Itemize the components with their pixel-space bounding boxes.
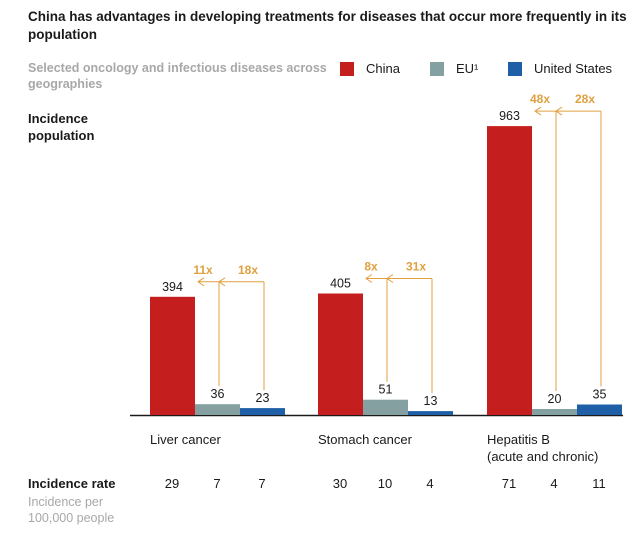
multiplier-arrowhead-1-eu	[197, 277, 205, 287]
bar-1-series-1	[150, 296, 195, 415]
bar-3-series-3	[577, 404, 622, 415]
bar-3-series-1	[487, 126, 532, 415]
bar-1-series-2	[195, 404, 240, 415]
legend-label-china: China	[366, 61, 400, 76]
bar-2-series-1	[318, 293, 363, 415]
legend-item-us: United States	[508, 61, 612, 76]
bar-3-series-2	[532, 409, 577, 415]
bar-1-series-3	[240, 408, 285, 415]
legend-label-us: United States	[534, 61, 613, 76]
legend-item-china: China	[340, 61, 400, 76]
incidence-rate-value-2-1: 30	[332, 476, 348, 491]
multiplier-us-label-3: 28x	[575, 92, 595, 106]
category-label-line: Hepatitis B	[487, 432, 550, 447]
incidence-rate-value-2-3: 4	[426, 476, 434, 491]
multiplier-eu-label-1: 11x	[193, 263, 213, 277]
multiplier-us-label-1: 18x	[238, 263, 258, 277]
incidence-rate-value-3-1: 71	[501, 476, 517, 491]
value-label-2-3: 13	[424, 394, 438, 408]
multiplier-us-label-2: 31x	[406, 260, 426, 274]
value-label-2-1: 405	[330, 277, 351, 291]
value-label-2-2: 51	[379, 383, 393, 397]
value-label-1-2: 36	[211, 387, 225, 401]
value-label-3-3: 35	[593, 388, 607, 402]
bar-2-series-3	[408, 411, 453, 415]
category-label-1: Liver cancer	[150, 431, 221, 448]
value-label-1-1: 394	[162, 280, 183, 294]
multiplier-eu-label-3: 48x	[530, 92, 550, 106]
value-label-1-3: 23	[256, 391, 270, 405]
category-label-3: Hepatitis B (acute and chronic)	[487, 431, 598, 465]
incidence-rate-value-1-3: 7	[258, 476, 266, 491]
legend: China EU¹ United States	[340, 61, 630, 77]
category-label-2: Stomach cancer	[318, 431, 412, 448]
legend-label-eu: EU¹	[456, 61, 479, 76]
incidence-rate-value-2-2: 10	[377, 476, 393, 491]
multiplier-arrowhead-2-eu	[365, 274, 373, 283]
multiplier-arrowhead-3-us	[555, 106, 563, 116]
incidence-rate-value-3-3: 11	[592, 476, 606, 491]
incidence-rate-value-3-2: 4	[550, 476, 558, 491]
chart-title: China has advantages in developing treat…	[28, 9, 627, 42]
incidence-rate-value-1-2: 7	[213, 476, 221, 491]
multiplier-arrowhead-2-us	[386, 274, 394, 283]
incidence-rate-sublabel: Incidence per 100,000 people	[28, 495, 115, 525]
bar-2-series-2	[363, 399, 408, 415]
legend-swatch-us	[508, 61, 522, 76]
incidence-rate-value-1-1: 29	[164, 476, 180, 491]
y-axis-label: Incidence population	[28, 111, 95, 143]
chart-subtitle: Selected oncology and infectious disease…	[28, 61, 327, 91]
category-label-line: (acute and chronic)	[487, 449, 599, 464]
value-label-3-1: 963	[499, 109, 520, 123]
legend-swatch-china	[340, 61, 354, 76]
multiplier-arrowhead-3-eu	[534, 106, 542, 116]
incidence-rate-label: Incidence rate	[28, 476, 116, 491]
category-label-line: Stomach cancer	[318, 432, 412, 447]
multiplier-arrowhead-1-us	[218, 277, 226, 287]
category-label-line: Liver cancer	[150, 432, 221, 447]
legend-swatch-eu	[430, 61, 444, 76]
multiplier-eu-label-2: 8x	[364, 260, 378, 274]
legend-item-eu: EU¹	[430, 61, 478, 76]
value-label-3-2: 20	[548, 392, 562, 406]
